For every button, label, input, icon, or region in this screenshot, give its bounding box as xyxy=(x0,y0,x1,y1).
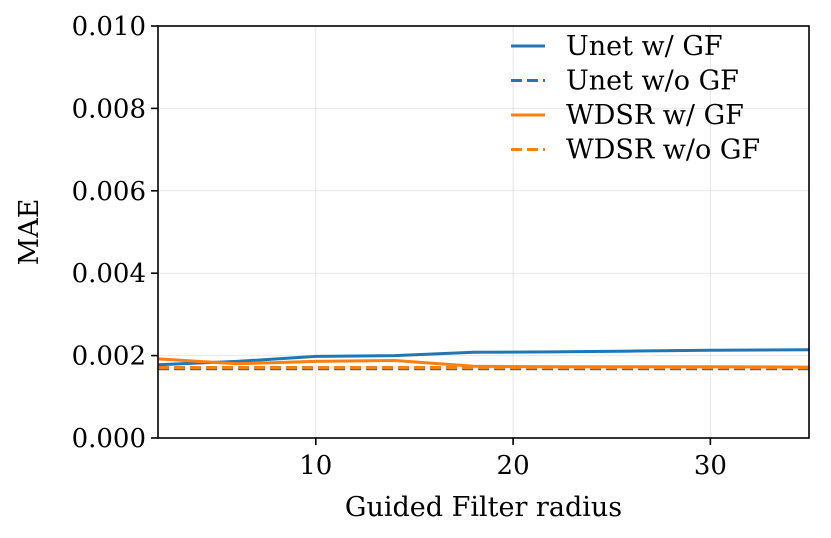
legend-label-wdsr-w-gf: WDSR w/ GF xyxy=(566,100,744,131)
legend-label-unet-w-o-gf: Unet w/o GF xyxy=(566,66,739,97)
x-tick-label: 20 xyxy=(497,451,530,481)
ticks: 10 20 30 0.000 0.002 0.004 0.006 0.008 0.010 xyxy=(72,12,727,481)
x-axis-label: Guided Filter radius xyxy=(345,492,622,523)
series-group xyxy=(157,348,810,371)
legend-label-unet-w-gf: Unet w/ GF xyxy=(566,31,723,62)
x-tick-label: 30 xyxy=(694,451,727,481)
plot-frame xyxy=(157,25,810,439)
series-line-wdsr-w-gf xyxy=(157,357,810,369)
y-tick-label: 0.002 xyxy=(72,342,146,372)
y-tick-label: 0.000 xyxy=(72,424,146,454)
y-tick-label: 0.010 xyxy=(72,12,146,42)
legend-label-wdsr-w-o-gf: WDSR w/o GF xyxy=(566,135,760,166)
x-tick-label: 10 xyxy=(299,451,332,481)
y-axis-label: MAE xyxy=(14,199,45,266)
series-line-unet-w-gf xyxy=(157,348,810,367)
y-tick-label: 0.006 xyxy=(72,177,146,207)
y-tick-label: 0.004 xyxy=(72,259,146,289)
y-tick-label: 0.008 xyxy=(72,94,146,124)
